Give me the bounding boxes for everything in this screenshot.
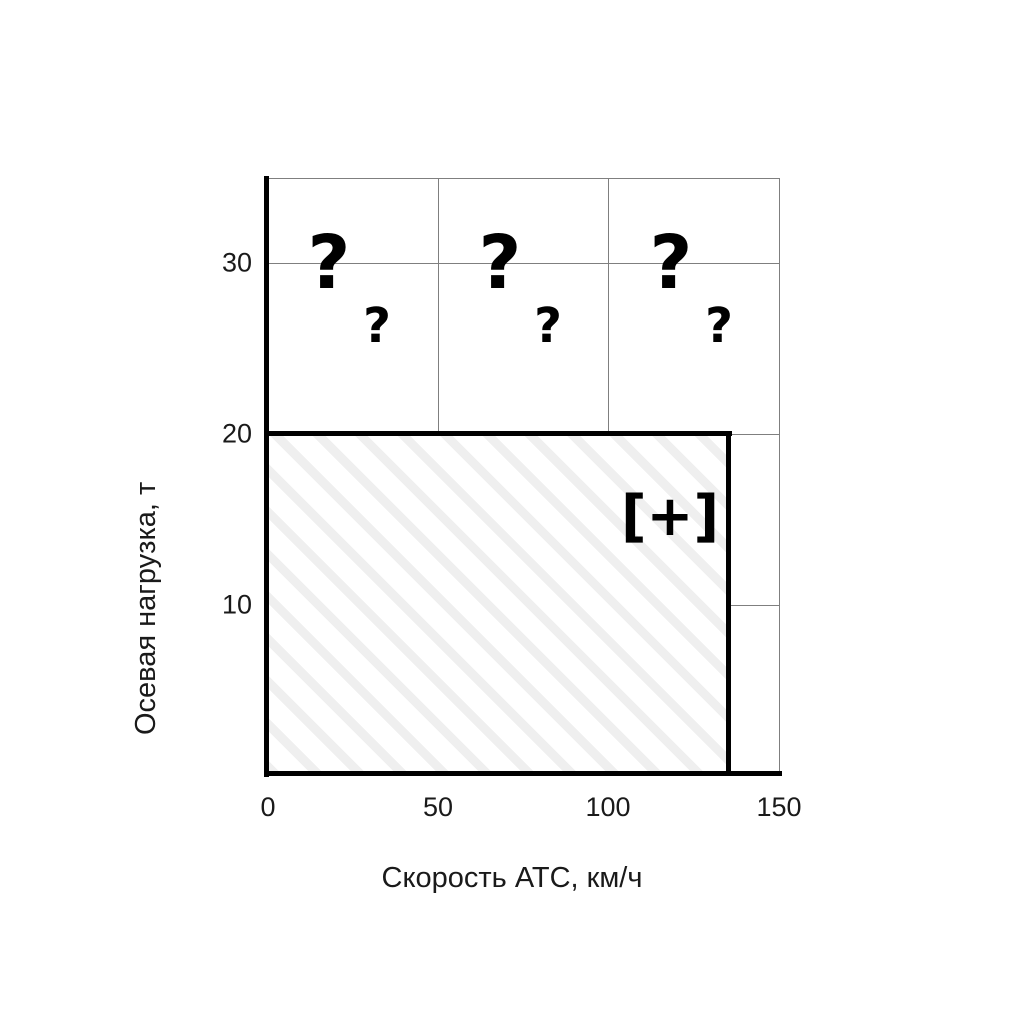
x-tick-label-50: 50 <box>422 792 454 822</box>
question-mark-annotation: ? <box>478 220 522 306</box>
y-tick-label-30: 30 <box>221 247 252 278</box>
y-axis-line <box>264 176 269 777</box>
question-mark-annotation: ? <box>307 220 351 306</box>
permitted-region-right-border <box>726 431 731 776</box>
plot-frame-top-border <box>268 178 780 179</box>
question-mark-annotation: ? <box>649 220 693 306</box>
x-axis-line <box>264 771 782 776</box>
plus-marker: [+] <box>620 484 720 549</box>
plot-area: [+] ? ? ? ? ? ? <box>266 178 780 776</box>
permitted-region-top-border <box>266 431 732 436</box>
y-tick-label-20: 20 <box>221 418 252 449</box>
x-tick-label-0: 0 <box>260 792 276 822</box>
plot-frame-right-border <box>779 178 780 773</box>
question-mark-annotation: ? <box>534 298 562 354</box>
x-tick-label-150: 150 <box>756 792 802 822</box>
y-axis-title: Осевая нагрузка, т <box>130 481 162 735</box>
gridline-y-30 <box>268 263 780 264</box>
question-mark-annotation: ? <box>705 298 733 354</box>
question-mark-annotation: ? <box>363 298 391 354</box>
x-tick-label-100: 100 <box>585 792 631 822</box>
y-tick-label-10: 10 <box>221 589 252 620</box>
x-axis-title: Скорость АТС, км/ч <box>381 862 643 894</box>
permitted-operating-region <box>268 434 728 773</box>
